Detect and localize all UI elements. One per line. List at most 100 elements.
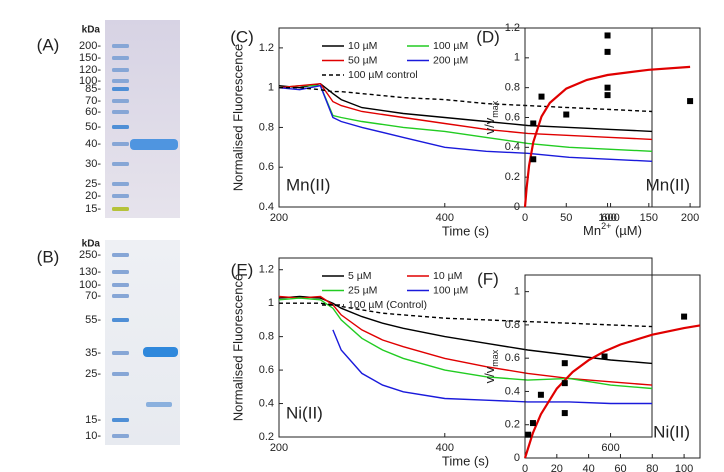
x-axis-label: Time (s): [442, 453, 489, 468]
ladder-label: 10-: [85, 430, 101, 442]
series-line: [278, 295, 653, 365]
series-line: [278, 84, 653, 162]
gel-b: [105, 240, 180, 445]
ladder-band: [112, 79, 129, 83]
ladder-label: 150-: [79, 52, 101, 64]
ladder-band: [112, 110, 129, 114]
series-line: [279, 302, 653, 328]
ladder-band: [112, 68, 129, 72]
y-tick-label: 0.4: [505, 385, 520, 397]
ladder-label: 40-: [85, 138, 101, 150]
x-tick-label: 80: [646, 463, 658, 472]
y-tick-label: 0.6: [505, 111, 520, 123]
label-part: v/v: [482, 117, 497, 134]
ladder-label: 100-: [79, 279, 101, 291]
ladder-label: 20-: [85, 190, 101, 202]
data-point: [681, 313, 688, 320]
data-point: [561, 410, 568, 417]
x-tick-label: 50: [560, 212, 572, 224]
ladder-band: [112, 162, 129, 166]
ladder-band: [112, 125, 129, 129]
ladder-band: [112, 56, 129, 60]
x-axis-label: Mn2+ (µM): [583, 221, 642, 238]
series-line: [278, 82, 653, 141]
y-tick-label: 0.6: [505, 352, 520, 364]
data-point: [537, 391, 544, 398]
y-tick-label: 0.4: [259, 397, 274, 409]
y-tick-label: 0.2: [505, 419, 520, 431]
ladder-label: 130-: [79, 266, 101, 278]
x-axis-label: Time (s): [442, 223, 489, 238]
legend-label: 100 µM (Control): [348, 299, 427, 311]
x-tick-label: 100: [598, 212, 616, 224]
ladder-label: 30-: [85, 158, 101, 170]
label-part: Mn: [583, 223, 601, 238]
x-tick-label: 150: [640, 212, 658, 224]
label-part: max: [490, 100, 500, 118]
x-tick-label: 200: [270, 442, 288, 454]
data-point: [604, 48, 611, 55]
series-line: [279, 87, 653, 113]
legend-label: 100 µM control: [348, 69, 418, 81]
legend-label: 10 µM: [433, 270, 462, 282]
ladder-band: [112, 418, 129, 422]
annotation: Mn(II): [286, 175, 330, 194]
legend-label: 200 µM: [433, 54, 468, 66]
series-line: [278, 295, 653, 386]
plot-frame: [524, 274, 701, 459]
ladder-band: [112, 194, 129, 198]
ladder-label: 60-: [85, 106, 101, 118]
ladder-band: [112, 207, 129, 211]
x-tick-label: 400: [436, 442, 454, 454]
protein-band: [146, 402, 172, 407]
plot-frame: [278, 257, 653, 438]
legend-label: 100 µM: [433, 40, 468, 52]
label-part: 2+: [601, 221, 611, 231]
ladder-label: 35-: [85, 347, 101, 359]
ladder-band: [112, 283, 129, 287]
y-tick-label: 0.4: [259, 201, 274, 213]
plot-frame: [278, 27, 653, 208]
y-tick-label: 1: [514, 286, 520, 298]
y-tick-label: 1: [268, 297, 274, 309]
y-tick-label: 0.4: [505, 141, 520, 153]
ladder-label: 100-: [79, 75, 101, 87]
ladder-label: 85-: [85, 83, 101, 95]
y-tick-label: 0.6: [259, 364, 274, 376]
ladder-label: 200-: [79, 40, 101, 52]
ladder-label: 120-: [79, 64, 101, 76]
x-tick-label: 0: [522, 212, 528, 224]
series-line: [278, 297, 653, 390]
fit-curve: [523, 324, 701, 459]
data-point: [561, 360, 568, 367]
panel-label: (A): [37, 35, 60, 54]
unit-label: kDa: [82, 239, 101, 250]
ladder-label: 50-: [85, 121, 101, 133]
panel-label: (F): [477, 269, 499, 288]
ladder-band: [112, 99, 129, 103]
ladder-label: 15-: [85, 203, 101, 215]
y-axis-label: v/vmax: [482, 100, 500, 134]
y-tick-label: 1.2: [259, 264, 274, 276]
label-part: max: [490, 349, 500, 367]
y-tick-label: 1.2: [505, 22, 520, 34]
y-tick-label: 0.8: [259, 331, 274, 343]
y-tick-label: 0.2: [259, 431, 274, 443]
ladder-label: 15-: [85, 414, 101, 426]
data-point: [604, 84, 611, 91]
x-tick-label: 600: [601, 212, 619, 224]
ladder-band: [112, 434, 129, 438]
legend-label: 10 µM: [348, 40, 377, 52]
fit-curve: [523, 65, 691, 208]
ladder-band: [112, 294, 129, 298]
annotation: Ni(II): [286, 403, 323, 422]
y-tick-label: 0.8: [259, 121, 274, 133]
ladder-band: [112, 87, 129, 91]
annotation: Mn(II): [646, 175, 690, 194]
data-point: [538, 93, 545, 100]
panel-label: (D): [476, 27, 500, 46]
x-tick-label: 600: [601, 442, 619, 454]
y-tick-label: 1: [268, 82, 274, 94]
